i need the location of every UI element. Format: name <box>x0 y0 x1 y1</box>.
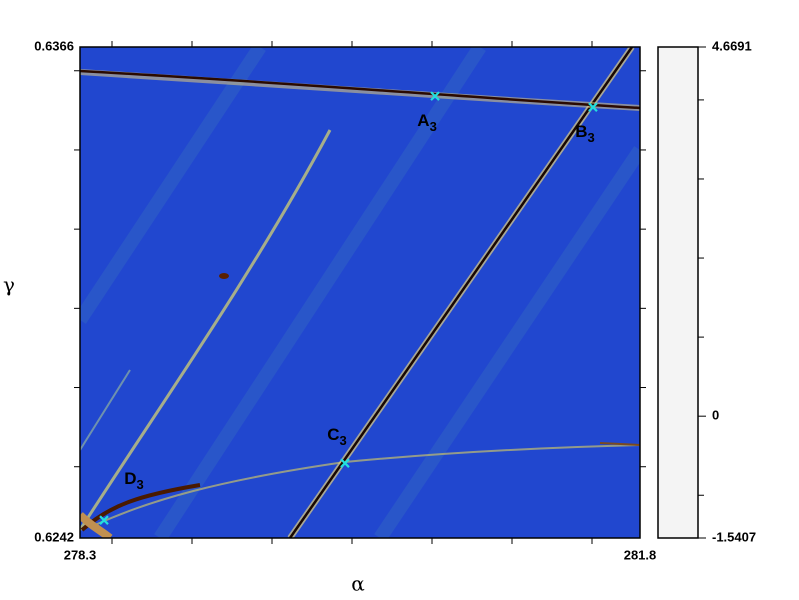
point-marker <box>99 515 109 525</box>
point-name: B <box>575 123 587 142</box>
y-tick-label: 0.6366 <box>34 38 74 53</box>
y-tick-label: 0.6242 <box>34 529 74 544</box>
point-name: C <box>327 426 339 445</box>
x-axis-label: α <box>351 572 365 596</box>
point-subscript: 3 <box>430 120 437 135</box>
colorbar <box>657 46 699 539</box>
heatmap-background <box>80 47 640 538</box>
colorbar-tick-label: 4.6691 <box>712 38 752 53</box>
point-subscript: 3 <box>587 131 594 146</box>
marker-stroke <box>340 458 350 468</box>
point-label: A3 <box>417 112 437 135</box>
point-name: D <box>124 470 136 489</box>
marker-stroke <box>588 102 598 112</box>
plot-frame <box>79 46 641 539</box>
point-marker <box>340 458 350 468</box>
point-marker <box>430 91 440 101</box>
colorbar-tick-label: 0 <box>712 408 719 423</box>
point-name: A <box>417 112 429 131</box>
point-label: C3 <box>327 426 347 449</box>
heatmap-features <box>80 47 640 538</box>
point-label: D3 <box>124 470 144 493</box>
colorbar-tick-label: -1.5407 <box>712 529 756 544</box>
y-axis-label: γ <box>3 273 15 297</box>
point-label: B3 <box>575 123 595 146</box>
marker-stroke <box>99 515 109 525</box>
marker-stroke <box>430 91 440 101</box>
point-subscript: 3 <box>339 434 346 449</box>
x-tick-label: 278.3 <box>64 547 97 562</box>
x-tick-label: 281.8 <box>624 547 657 562</box>
point-subscript: 3 <box>137 478 144 493</box>
point-marker <box>588 102 598 112</box>
